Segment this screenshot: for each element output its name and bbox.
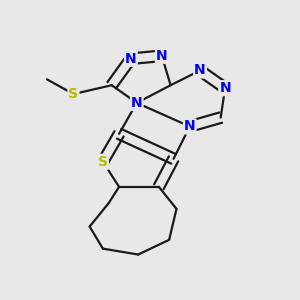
- Text: S: S: [68, 87, 78, 101]
- Text: N: N: [219, 81, 231, 95]
- Text: N: N: [125, 52, 137, 66]
- Text: N: N: [156, 49, 168, 63]
- Text: N: N: [131, 96, 142, 110]
- Text: N: N: [194, 64, 206, 77]
- Text: N: N: [184, 119, 196, 134]
- Text: S: S: [98, 155, 108, 169]
